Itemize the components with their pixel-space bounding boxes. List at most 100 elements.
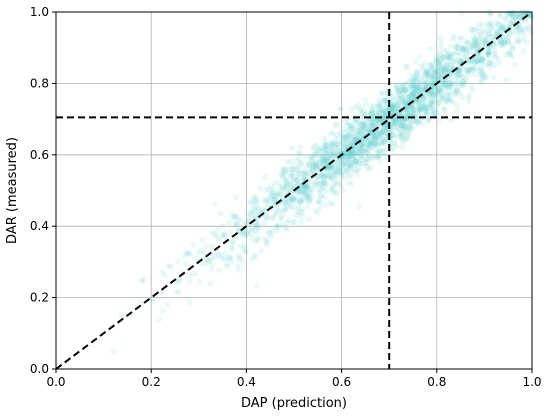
scatter-point bbox=[346, 162, 353, 169]
scatter-point bbox=[441, 81, 448, 88]
scatter-point bbox=[425, 117, 432, 124]
scatter-point bbox=[297, 199, 303, 206]
scatter-point bbox=[480, 75, 487, 82]
scatter-point bbox=[223, 261, 230, 268]
scatter-point bbox=[414, 110, 421, 117]
scatter-point bbox=[439, 93, 446, 100]
scatter-point bbox=[347, 151, 354, 158]
scatter-point bbox=[366, 142, 372, 149]
scatter-point bbox=[361, 120, 368, 127]
scatter-point bbox=[406, 93, 413, 100]
scatter-point bbox=[458, 65, 465, 72]
scatter-point bbox=[485, 51, 492, 58]
scatter-point bbox=[395, 120, 402, 127]
scatter-point bbox=[159, 307, 166, 314]
scatter-point bbox=[209, 229, 216, 236]
scatter-point bbox=[376, 109, 383, 116]
scatter-point bbox=[443, 98, 450, 105]
scatter-point bbox=[506, 31, 513, 38]
scatter-point bbox=[440, 60, 447, 67]
scatter-point bbox=[437, 51, 444, 58]
scatter-point bbox=[428, 104, 435, 111]
scatter-point bbox=[344, 152, 351, 159]
scatter-point bbox=[401, 122, 408, 129]
scatter-point bbox=[355, 149, 362, 156]
scatter-point bbox=[420, 104, 427, 111]
scatter-point bbox=[338, 164, 345, 171]
scatter-point bbox=[348, 162, 355, 169]
scatter-point bbox=[367, 128, 374, 135]
scatter-point bbox=[377, 117, 384, 124]
scatter-point bbox=[309, 194, 315, 201]
scatter-point bbox=[395, 120, 402, 127]
scatter-point bbox=[500, 27, 507, 34]
scatter-point bbox=[398, 134, 405, 141]
scatter-point bbox=[494, 30, 501, 37]
scatter-point bbox=[277, 207, 284, 214]
scatter-point bbox=[311, 181, 318, 188]
scatter-point bbox=[431, 87, 438, 94]
scatter-point bbox=[270, 189, 277, 196]
scatter-point bbox=[296, 199, 303, 206]
scatter-point bbox=[450, 50, 457, 57]
scatter-point bbox=[368, 111, 375, 118]
scatter-point bbox=[459, 44, 466, 51]
scatter-point bbox=[400, 130, 407, 137]
scatter-point bbox=[409, 106, 416, 113]
scatter-point bbox=[355, 126, 362, 132]
scatter-point bbox=[403, 118, 410, 125]
scatter-point bbox=[450, 33, 456, 40]
scatter-point bbox=[414, 83, 421, 90]
x-tick-label: 1.0 bbox=[522, 375, 541, 389]
scatter-point bbox=[479, 70, 486, 77]
scatter-point bbox=[375, 110, 382, 117]
scatter-point bbox=[517, 26, 524, 33]
scatter-point bbox=[276, 184, 283, 190]
scatter-point bbox=[359, 121, 366, 128]
scatter-point bbox=[410, 76, 417, 83]
scatter-point bbox=[329, 147, 336, 154]
scatter-point bbox=[315, 185, 322, 192]
scatter-point bbox=[393, 143, 400, 150]
scatter-point bbox=[303, 187, 309, 194]
scatter-point bbox=[434, 68, 441, 75]
scatter-point bbox=[303, 194, 310, 201]
scatter-point bbox=[434, 69, 441, 75]
scatter-point bbox=[269, 192, 276, 199]
scatter-point bbox=[375, 101, 382, 108]
scatter-point bbox=[437, 58, 444, 65]
scatter-point bbox=[434, 67, 441, 74]
scatter-point bbox=[187, 251, 194, 257]
scatter-point bbox=[415, 104, 422, 111]
scatter-point bbox=[457, 34, 464, 41]
scatter-point bbox=[490, 42, 497, 49]
scatter-point bbox=[379, 127, 386, 134]
scatter-point bbox=[263, 216, 270, 223]
scatter-point bbox=[430, 71, 437, 78]
scatter-point bbox=[317, 169, 324, 176]
scatter-point bbox=[516, 14, 523, 21]
scatter-point bbox=[477, 64, 484, 71]
scatter-point bbox=[370, 153, 377, 160]
scatter-point bbox=[300, 183, 307, 190]
scatter-point bbox=[381, 113, 388, 120]
scatter-point bbox=[278, 171, 285, 178]
scatter-point bbox=[462, 45, 469, 52]
scatter-point bbox=[367, 119, 374, 126]
scatter-point bbox=[348, 125, 355, 132]
scatter-point bbox=[472, 37, 479, 44]
scatter-point bbox=[286, 196, 293, 203]
scatter-point bbox=[429, 82, 436, 89]
scatter-point bbox=[298, 159, 305, 166]
scatter-point bbox=[341, 119, 348, 126]
scatter-point bbox=[323, 157, 330, 164]
scatter-point bbox=[302, 153, 309, 160]
scatter-point bbox=[439, 94, 446, 101]
scatter-point bbox=[428, 108, 435, 115]
scatter-point bbox=[334, 141, 341, 147]
scatter-point bbox=[161, 272, 168, 279]
y-tick-label: 0.6 bbox=[30, 148, 49, 162]
scatter-point bbox=[408, 123, 415, 130]
scatter-point bbox=[493, 31, 500, 38]
scatter-point bbox=[391, 123, 398, 130]
